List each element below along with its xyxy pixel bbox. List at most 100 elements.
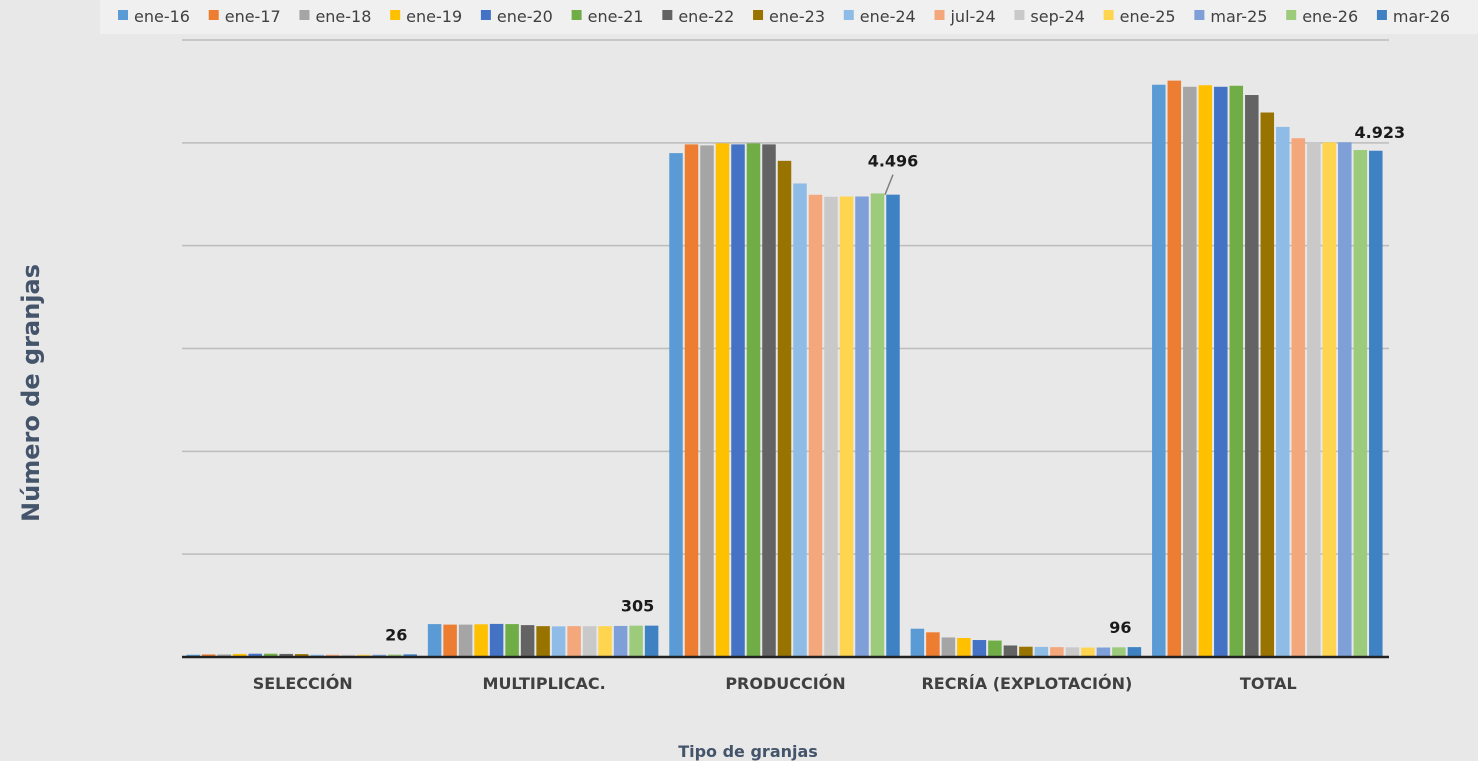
bar [582, 626, 597, 657]
bar [263, 653, 278, 657]
bar [762, 144, 776, 657]
bar [443, 624, 457, 657]
data-label: 4.496 [868, 152, 919, 171]
bar [926, 632, 940, 657]
bar [972, 640, 987, 657]
bar [988, 640, 1002, 657]
bar [957, 637, 971, 657]
bar [644, 625, 659, 657]
x-tick-labels: SELECCIÓN MULTIPLICAC. PRODUCCIÓN RECRÍA (E… [253, 674, 1297, 693]
bar [217, 654, 231, 657]
bar [1019, 646, 1033, 657]
bar [824, 196, 838, 657]
legend-label: sep-24 [1030, 7, 1084, 26]
legend-label: ene-24 [860, 7, 916, 26]
data-labels: 26 305 4.496 96 4.923 [385, 123, 1405, 645]
x-tick-label: MULTIPLICAC. [483, 674, 606, 693]
bar [201, 654, 216, 657]
bars [186, 80, 1383, 658]
legend-swatch [118, 10, 128, 20]
bar [629, 625, 643, 657]
bar [489, 623, 504, 657]
bar [613, 625, 628, 657]
bar [684, 144, 699, 657]
legend-swatch [1286, 10, 1297, 20]
x-tick-label: PRODUCCIÓN [725, 674, 845, 693]
bar [1260, 112, 1275, 657]
legend-label: ene-23 [769, 7, 825, 26]
legend-label: mar-25 [1210, 7, 1267, 26]
legend-label: ene-20 [497, 7, 553, 26]
bar [1276, 126, 1290, 657]
bar [941, 637, 956, 657]
bar [1183, 86, 1197, 658]
bar [427, 624, 442, 657]
bar [505, 624, 519, 657]
bar [1096, 647, 1111, 657]
bar [403, 654, 417, 657]
bar [1322, 142, 1337, 657]
bar [232, 653, 247, 657]
bar [1003, 645, 1018, 657]
legend-background [100, 0, 1478, 34]
legend-swatch [1194, 10, 1205, 20]
data-label: 4.923 [1354, 123, 1405, 142]
legend-swatch [843, 10, 854, 20]
bar [1112, 647, 1126, 657]
leader-line [884, 174, 894, 195]
bar [536, 626, 550, 657]
bar [1291, 138, 1306, 657]
bar [870, 193, 885, 657]
bar [700, 145, 714, 657]
bar [910, 628, 925, 657]
data-label: 96 [1109, 618, 1131, 637]
legend-label: ene-26 [1302, 7, 1358, 26]
bar [839, 196, 854, 657]
bar [279, 653, 293, 657]
legend-swatch [1103, 10, 1114, 20]
bar [598, 626, 612, 657]
bar [458, 624, 473, 657]
bar [1307, 142, 1321, 657]
bar [1065, 647, 1080, 657]
legend-label: ene-17 [225, 7, 281, 26]
bar [1338, 142, 1352, 657]
bar [567, 626, 581, 657]
legend-label: ene-22 [678, 7, 734, 26]
legend-swatch [480, 10, 491, 20]
bar [715, 143, 730, 658]
bar [474, 624, 488, 657]
data-label: 26 [385, 625, 407, 644]
bar [1198, 85, 1213, 657]
legend-swatch [753, 10, 764, 20]
legend-label: ene-25 [1120, 7, 1176, 26]
legend-swatch [208, 10, 219, 20]
x-tick-label: RECRÍA (EXPLOTACIÓN) [921, 674, 1132, 693]
legend-swatch [934, 10, 945, 20]
legend-label: ene-21 [588, 7, 644, 26]
legend-label: ene-19 [406, 7, 462, 26]
bar [793, 183, 807, 657]
bar [1050, 647, 1064, 657]
legend-swatch [662, 10, 673, 20]
bar [1152, 84, 1166, 658]
legend-swatch [1376, 10, 1387, 20]
bar [1127, 647, 1142, 657]
x-tick-label: TOTAL [1240, 674, 1297, 693]
y-axis-title: Número de granjas [17, 264, 45, 522]
legend-swatch [571, 10, 582, 20]
x-axis-title: Tipo de granjas [678, 742, 818, 761]
bar [520, 625, 535, 657]
bar [1034, 646, 1049, 657]
bar [1081, 647, 1095, 657]
legend-swatch [1014, 10, 1025, 20]
legend-label: jul-24 [949, 7, 995, 26]
bar [886, 194, 900, 657]
legend-label: ene-18 [315, 7, 371, 26]
legend-swatch [299, 10, 310, 20]
bar [777, 160, 792, 657]
bar [294, 654, 309, 657]
legend: ene-16 ene-17 ene-18 ene-19 ene-20 ene-21 ene-… [118, 7, 1450, 26]
legend-label: mar-26 [1393, 7, 1450, 26]
